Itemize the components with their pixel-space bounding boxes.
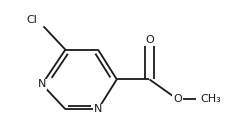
Text: O: O [172, 94, 181, 104]
Text: Cl: Cl [26, 15, 37, 25]
Text: O: O [144, 35, 153, 45]
Text: CH₃: CH₃ [200, 94, 220, 104]
Text: N: N [93, 104, 102, 114]
Text: N: N [38, 79, 46, 89]
